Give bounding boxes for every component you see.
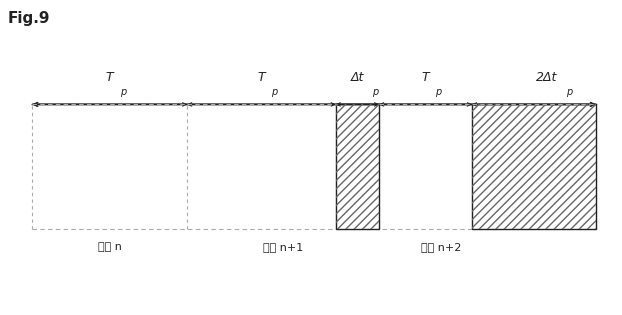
Text: 画点 n+1: 画点 n+1 bbox=[263, 242, 304, 252]
Text: p: p bbox=[373, 87, 379, 97]
Text: T: T bbox=[422, 71, 429, 84]
Text: p: p bbox=[119, 87, 126, 97]
Text: T: T bbox=[258, 71, 265, 84]
Text: T: T bbox=[106, 71, 114, 84]
Text: 画点 n+2: 画点 n+2 bbox=[421, 242, 462, 252]
Text: Fig.9: Fig.9 bbox=[7, 11, 50, 26]
Text: Δt: Δt bbox=[351, 71, 364, 84]
Text: 2Δt: 2Δt bbox=[536, 71, 557, 84]
Text: p: p bbox=[435, 87, 442, 97]
Text: 画点 n: 画点 n bbox=[98, 242, 122, 252]
Text: p: p bbox=[566, 87, 572, 97]
Text: p: p bbox=[271, 87, 277, 97]
Bar bbox=[472, 104, 596, 229]
Bar bbox=[336, 104, 379, 229]
Bar bbox=[472, 104, 596, 229]
Bar bbox=[336, 104, 379, 229]
